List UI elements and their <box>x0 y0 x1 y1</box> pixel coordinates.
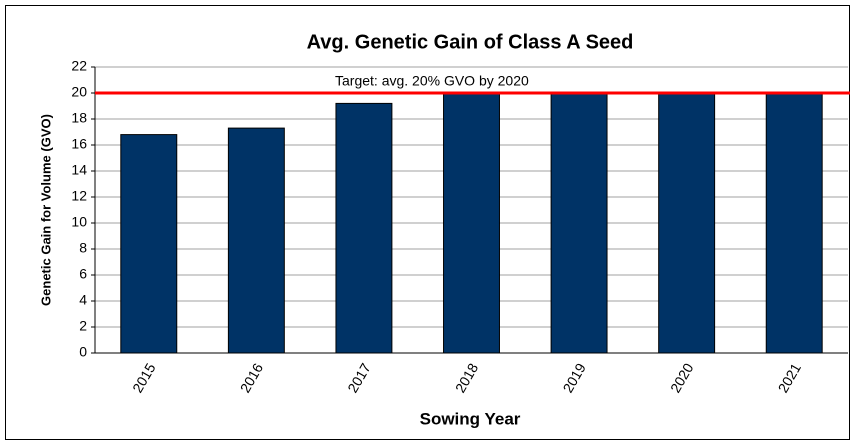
y-tick-label: 8 <box>79 240 87 256</box>
x-axis-title: Sowing Year <box>420 409 521 428</box>
chart-title: Avg. Genetic Gain of Class A Seed <box>307 31 634 53</box>
bar <box>765 92 823 354</box>
target-label: Target: avg. 20% GVO by 2020 <box>335 73 529 89</box>
y-tick-label: 10 <box>71 214 87 230</box>
y-tick-label: 6 <box>79 266 87 282</box>
bar <box>120 134 178 354</box>
bar <box>335 102 393 354</box>
y-axis-title: Genetic Gain for Volume (GVO) <box>38 114 53 306</box>
y-tick-label: 4 <box>79 292 87 308</box>
y-tick-label: 2 <box>79 318 87 334</box>
bar <box>443 92 500 354</box>
bar <box>658 92 716 354</box>
y-tick-label: 14 <box>71 162 87 178</box>
y-tick-label: 20 <box>71 84 87 100</box>
bar <box>227 127 285 354</box>
y-tick-label: 16 <box>71 136 87 152</box>
y-tick-label: 18 <box>71 110 87 126</box>
y-tick-label: 0 <box>79 344 87 360</box>
y-tick-label: 12 <box>71 188 87 204</box>
bar <box>550 92 608 354</box>
y-tick-label: 22 <box>71 58 87 74</box>
